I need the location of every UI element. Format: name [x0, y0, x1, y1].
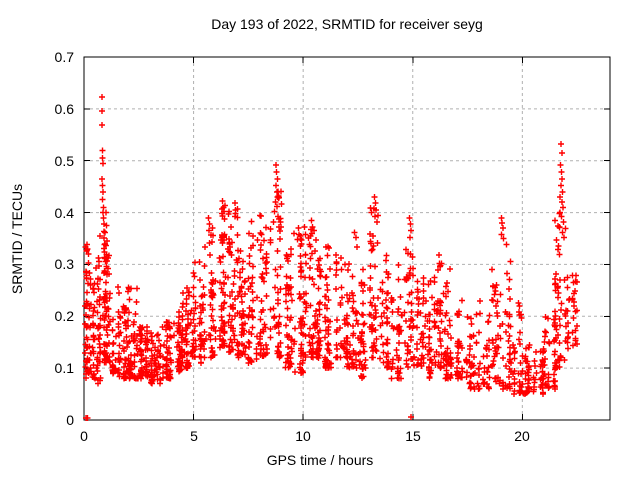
y-tick-label-0-3: 0.3 [54, 256, 74, 272]
y-tick-label-0-1: 0.1 [54, 360, 74, 376]
y-tick-label-0-4: 0.4 [54, 205, 74, 221]
chart-title: Day 193 of 2022, SRMTID for receiver sey… [211, 16, 483, 32]
x-tick-label-0: 0 [80, 428, 88, 444]
x-tick-label-10: 10 [295, 428, 311, 444]
x-tick-label-20: 20 [514, 428, 530, 444]
y-tick-label-0-6: 0.6 [54, 101, 74, 117]
y-tick-label-0-2: 0.2 [54, 308, 74, 324]
y-tick-label-0: 0 [66, 412, 74, 428]
x-tick-label-15: 15 [405, 428, 421, 444]
axis-ticks [83, 56, 610, 421]
y-tick-label-0-5: 0.5 [54, 153, 74, 169]
x-axis-label: GPS time / hours [266, 452, 374, 468]
plot-border [83, 56, 611, 421]
y-tick-label-0-7: 0.7 [54, 49, 74, 65]
scatter-points [82, 94, 580, 421]
x-tick-label-5: 5 [190, 428, 198, 444]
